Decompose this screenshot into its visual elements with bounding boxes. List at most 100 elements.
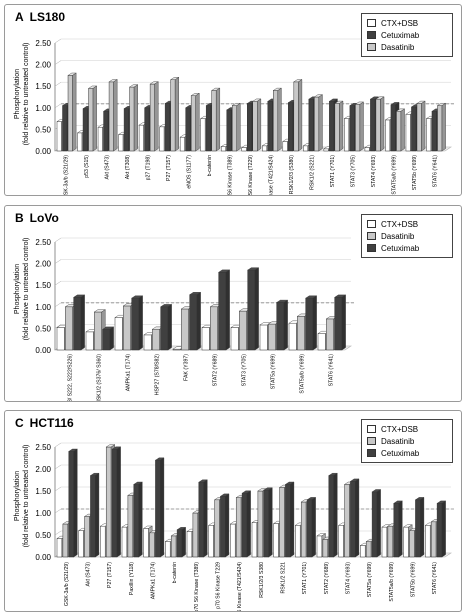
chart-b-bar [160, 304, 173, 351]
chart-a-x-tick-label: P27 (T157) [166, 155, 172, 181]
chart-c-x-tick-label: STAT2 (Y689) [324, 562, 330, 595]
chart-c-x-tick-label: p70 S6 Kinase (T421/S424) [237, 562, 243, 611]
chart-a-x-tick-label: eNOS (S1177) [186, 155, 192, 189]
chart-c-bar [393, 500, 403, 558]
chart-a-bar [272, 87, 283, 152]
chart-c-x-tick-label: GSK-3a/b (S21/29) [64, 562, 70, 606]
chart-a-x-tick-label: Akt (S473) [104, 155, 110, 180]
chart-c-bar [414, 497, 425, 558]
chart-c-y-tick-label: 2.00 [35, 465, 51, 474]
chart-b-y-tick-label: 1.50 [35, 281, 51, 290]
chart-a-bar [436, 102, 447, 152]
chart-c-bar [219, 493, 230, 558]
chart-c-x-tick-label: Paxillin (Y118) [129, 562, 135, 595]
chart-a-grid-diag [54, 38, 62, 44]
chart-a-y-axis-label: Phosphorylation (fold relative to untreat… [14, 42, 30, 146]
chart-c-grid-diag [54, 530, 62, 536]
chart-c-bar [89, 472, 100, 558]
chart-b-grid-diag [54, 302, 62, 308]
chart-c-legend-label: Cetuximab [381, 448, 420, 458]
chart-a-legend-swatch [367, 31, 376, 39]
chart-c-x-tick-label: p70 S6 Kinase (T389) [194, 562, 200, 611]
chart-c-legend-item: Dasatinib [367, 435, 447, 447]
chart-c-x-tick-label: AMPKa1 (T174) [151, 562, 157, 599]
chart-a-legend-item: Cetuximab [367, 29, 447, 41]
chart-c-svg: 0.00 0.50 1.00 1.50 2.00 2.50 GSK-3a/b (S21/29… [35, 442, 455, 611]
chart-c-bar [198, 479, 208, 558]
chart-a-x-tick-label: p70 S6 Kinase (T389) [227, 155, 233, 195]
chart-b-legend-label: Cetuximab [381, 243, 420, 253]
chart-c-x-tick-label: P27 (T157) [107, 562, 113, 588]
chart-a-y-tick-label: 0.00 [35, 147, 51, 156]
chart-b-x-tick-label: FAK (Y397) [184, 354, 190, 381]
chart-b-grid-diag [54, 237, 62, 243]
chart-b-bar [334, 294, 347, 351]
chart-c-bar [349, 478, 360, 558]
chart-b-bar [247, 267, 260, 351]
chart-c-bar [263, 487, 273, 558]
chart-a-x-tick-label: RSK1/2 (S221) [310, 155, 316, 190]
chart-b-x-tick-label: STAT5a (Y699) [271, 354, 277, 390]
chart-c-bar [241, 490, 252, 558]
chart-a-y-tick-label: 2.50 [35, 39, 51, 48]
chart-c-y-tick-label: 1.00 [35, 509, 51, 518]
chart-a-bar [416, 100, 426, 152]
chart-a-bar [313, 94, 324, 152]
chart-b-y-tick-label: 0.00 [35, 346, 51, 355]
chart-a-grid-diag [54, 60, 62, 65]
chart-c-y-tick-label: 0.00 [35, 553, 51, 562]
chart-a-bar [169, 76, 180, 152]
chart-c-bar [328, 472, 338, 558]
chart-c-legend-swatch [367, 437, 376, 445]
chart-b-legend-item: CTX+DSB [367, 218, 447, 230]
chart-a-bar [354, 101, 365, 152]
chart-c-grid-diag [54, 464, 62, 470]
chart-c-x-tick-label: STAT5a (Y699) [367, 562, 373, 598]
chart-b-x-tick-label: MSK1/2 (S376/ S360) [97, 354, 103, 401]
chart-c-x-tick-label: Akt (S473) [86, 562, 92, 587]
chart-c-x-tick-label: STAT4 (Y693) [346, 562, 352, 595]
chart-c-bar [176, 526, 187, 558]
chart-b-legend-label: CTX+DSB [381, 219, 419, 229]
chart-b-bar [189, 291, 202, 351]
chart-c-bar [371, 489, 382, 558]
chart-b-x-tick-label: STAT3 (Y705) [242, 354, 248, 387]
chart-a-svg: 0.00 0.50 1.00 1.50 2.00 2.50 GSK-3a/b (S21/29… [35, 38, 455, 195]
chart-b-y-tick-label: 1.00 [35, 303, 51, 312]
chart-a-bar [108, 79, 118, 152]
chart-a-bar [128, 84, 139, 152]
chart-b-legend-swatch [367, 220, 376, 228]
chart-b-legend-item: Cetuximab [367, 242, 447, 254]
chart-c-x-tick-label: b-catenin [172, 562, 178, 583]
chart-a-bar [375, 96, 385, 152]
chart-panel-c: 0.00 0.50 1.00 1.50 2.00 2.50 GSK-3a/b (S21/29… [4, 410, 462, 612]
chart-a-x-tick-label: p70 S6 Kinase (T229) [248, 155, 254, 195]
chart-b-bar [218, 269, 231, 351]
chart-a-x-tick-label: STAT5b (Y699) [412, 155, 418, 191]
chart-b-legend-swatch [367, 244, 376, 252]
chart-a-y-tick-label: 0.50 [35, 125, 51, 134]
chart-c-y-axis-label: Phosphorylation (fold relative to untreat… [14, 444, 30, 548]
chart-c-x-tick-label: p70 S6 Kinase T229 [216, 562, 222, 609]
chart-c-legend-item: Cetuximab [367, 447, 447, 459]
chart-c-grid-diag [54, 486, 62, 492]
chart-c-grid-diag [54, 442, 62, 448]
chart-b-bar [131, 295, 144, 351]
chart-a-grid-diag [54, 103, 62, 109]
chart-b-bar [305, 295, 318, 351]
chart-b-y-tick-label: 0.50 [35, 324, 51, 333]
chart-b-grid-diag [54, 324, 62, 329]
chart-a-bar [252, 98, 262, 152]
chart-c-x-tick-label: STAT5b (Y699) [411, 562, 417, 598]
chart-c-x-tick-label: STAT6 (Y641) [432, 562, 438, 595]
chart-a-x-tick-label: STAT1 (Y701) [330, 155, 336, 188]
chart-b-legend-label: Dasatinib [381, 231, 415, 241]
chart-a-grid-diag [54, 81, 62, 87]
chart-b-x-tick-label: STAT6 (Y641) [329, 354, 335, 387]
chart-c-bar [154, 457, 165, 558]
chart-a-legend-item: Dasatinib [367, 41, 447, 53]
chart-b-legend-swatch [367, 232, 376, 240]
chart-b-y-tick-label: 2.00 [35, 260, 51, 269]
chart-b-grid-diag [54, 259, 62, 264]
chart-panel-b: 0.00 0.50 1.00 1.50 2.00 2.50 MEK1/2 (S218/ S2… [4, 205, 462, 402]
